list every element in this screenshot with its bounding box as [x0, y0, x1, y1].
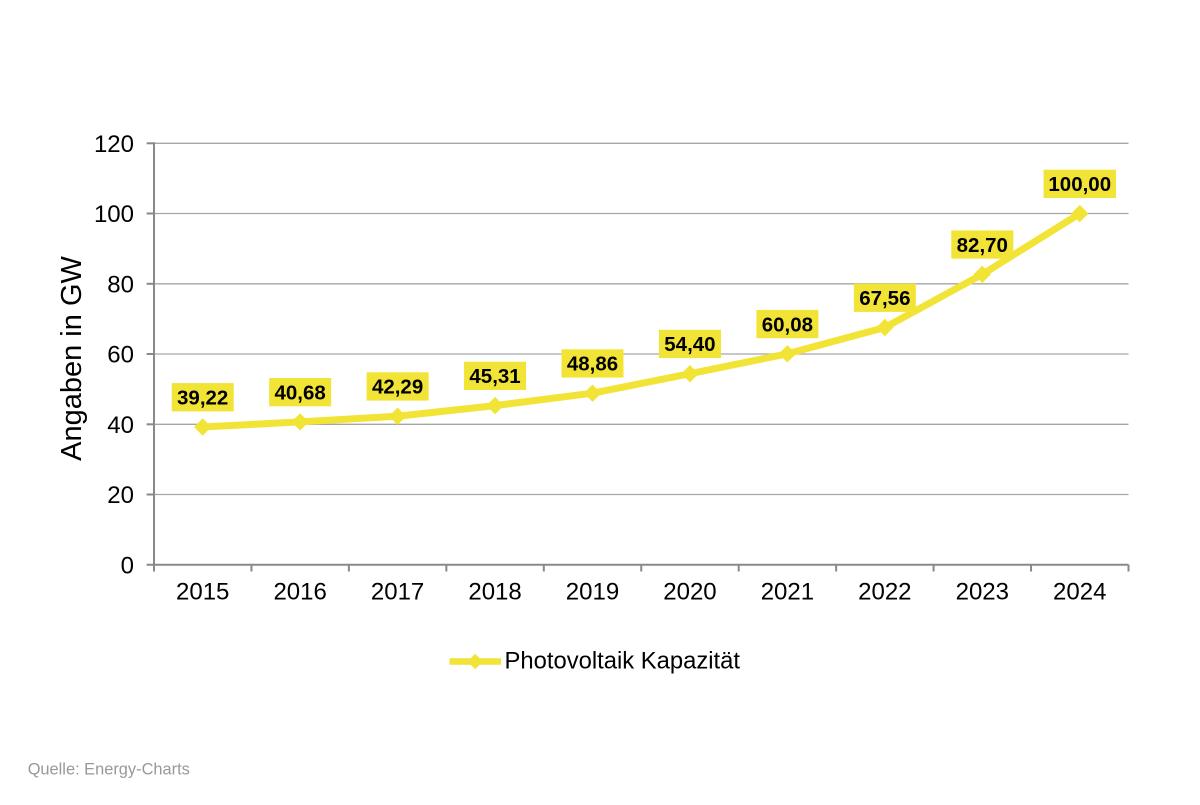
- svg-text:100: 100: [94, 201, 134, 228]
- svg-text:120: 120: [94, 131, 134, 158]
- svg-text:2021: 2021: [761, 579, 814, 606]
- svg-text:80: 80: [107, 272, 134, 299]
- svg-text:82,70: 82,70: [957, 234, 1008, 257]
- svg-text:Angaben in GW: Angaben in GW: [56, 256, 88, 461]
- svg-text:2024: 2024: [1053, 579, 1106, 606]
- svg-text:60: 60: [107, 342, 134, 369]
- svg-text:54,40: 54,40: [664, 333, 715, 356]
- svg-text:100,00: 100,00: [1048, 173, 1111, 196]
- svg-text:39,22: 39,22: [177, 387, 228, 410]
- svg-text:2019: 2019: [566, 579, 619, 606]
- svg-text:2016: 2016: [273, 579, 326, 606]
- svg-text:2018: 2018: [468, 579, 521, 606]
- svg-text:Quelle: Energy-Charts: Quelle: Energy-Charts: [28, 760, 190, 778]
- svg-text:40,68: 40,68: [274, 381, 325, 404]
- svg-text:20: 20: [107, 482, 134, 509]
- svg-text:45,31: 45,31: [469, 365, 520, 388]
- svg-text:42,29: 42,29: [372, 376, 423, 399]
- svg-text:Photovoltaik Kapazität: Photovoltaik Kapazität: [505, 648, 741, 675]
- svg-text:2023: 2023: [956, 579, 1009, 606]
- svg-text:2022: 2022: [858, 579, 911, 606]
- svg-text:2020: 2020: [663, 579, 716, 606]
- svg-text:40: 40: [107, 412, 134, 439]
- svg-text:0: 0: [121, 552, 134, 579]
- svg-text:2017: 2017: [371, 579, 424, 606]
- svg-text:2015: 2015: [176, 579, 229, 606]
- svg-text:48,86: 48,86: [567, 353, 618, 376]
- svg-text:67,56: 67,56: [859, 287, 910, 310]
- svg-text:60,08: 60,08: [762, 313, 813, 336]
